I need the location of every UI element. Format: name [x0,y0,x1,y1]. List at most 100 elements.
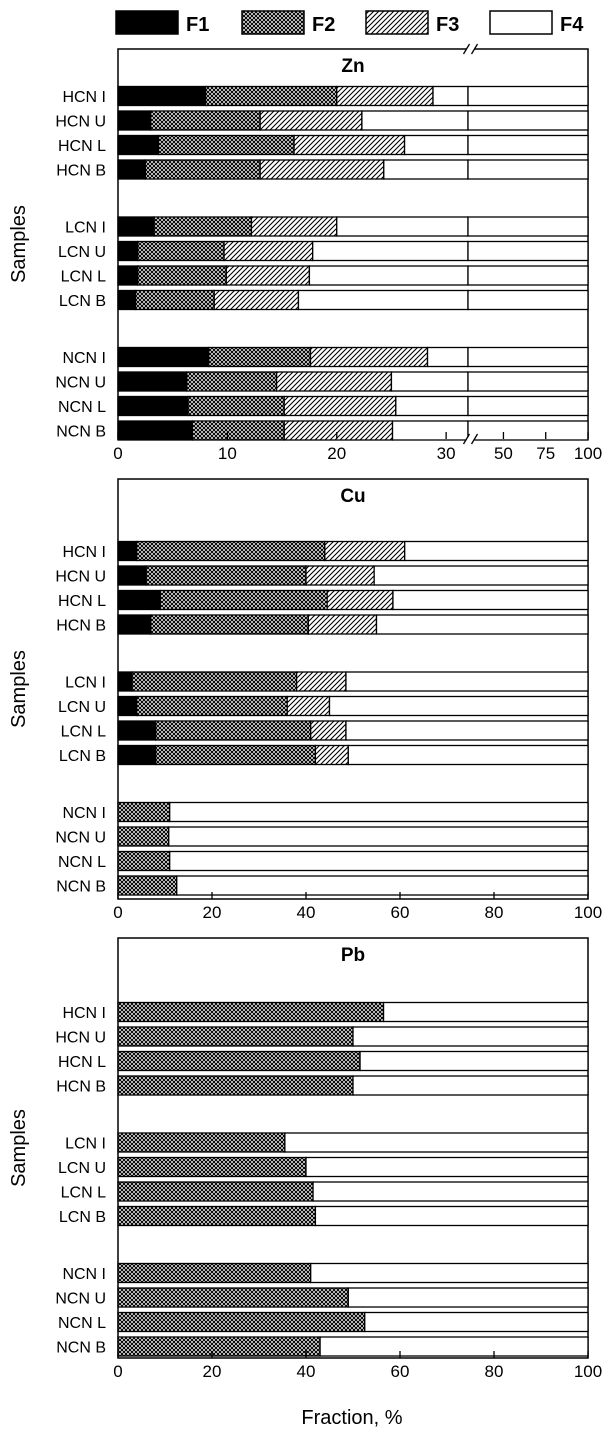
zn-bar-hcn-u-f4 [362,111,468,130]
zn-category-label: HCN U [55,114,106,131]
pb-category-label: LCN U [58,1160,106,1177]
cu-category-label: HCN I [62,544,106,561]
cu-x-tick-label: 0 [113,903,122,922]
pb-bar-lcn-l-f4 [313,1182,588,1201]
zn-category-label: HCN L [58,138,106,155]
pb-category-label: NCN U [55,1291,106,1308]
cu-bar-hcn-b-f4 [377,615,589,634]
zn-bar-ncn-i-f1 [118,348,209,367]
pb-x-tick-label: 100 [574,1362,602,1381]
cu-bar-hcn-l-f4 [393,591,588,610]
zn-panel-title: Zn [341,56,364,77]
cu-bar-hcn-i-f3 [325,542,405,561]
pb-category-label: LCN I [65,1136,106,1153]
cu-bar-hcn-u-f3 [306,566,374,585]
pb-x-tick-label: 40 [297,1362,316,1381]
zn-bar-ncn-b-f2 [192,421,284,440]
cu-x-tick-label: 100 [574,903,602,922]
cu-category-label: HCN L [58,593,106,610]
cu-bar-lcn-i-f2 [132,672,297,691]
zn-x-tick-label: 100 [574,444,602,463]
legend-item-f1: F1 [116,11,209,36]
zn-x-tick-label: 50 [494,444,513,463]
cu-category-label: LCN I [65,675,106,692]
cu-bar-hcn-l-f1 [118,591,160,610]
zn-bar-hcn-i-f4 [468,87,588,106]
zn-bar-lcn-u-f1 [118,242,138,261]
pb-bar-lcn-i-f2 [118,1133,285,1152]
cu-bar-hcn-b-f3 [308,615,376,634]
cu-bar-lcn-b-f1 [118,746,156,765]
zn-bar-hcn-b-f4 [384,160,468,179]
cu-bar-lcn-l-f4 [346,721,588,740]
cu-bar-lcn-u-f1 [118,697,137,716]
pb-bar-ncn-i-f2 [118,1264,311,1283]
panel-cu: CuSamplesHCN IHCN UHCN LHCN BLCN ILCN UL… [8,479,602,922]
zn-bar-ncn-b-f1 [118,421,192,440]
cu-x-tick-label: 80 [485,903,504,922]
cu-bar-lcn-b-f3 [315,746,348,765]
pb-panel-title: Pb [341,945,365,966]
cu-x-tick-label: 60 [391,903,410,922]
x-axis-label: Fraction, % [301,1407,402,1429]
zn-category-label: HCN B [56,163,106,180]
zn-bar-ncn-b-f3 [284,421,392,440]
cu-bar-hcn-b-f1 [118,615,151,634]
panel-zn: Zn Samples HCN I HCN U HCN L HCN B LCN I LCN U L… [8,44,602,463]
cu-bar-hcn-u-f1 [118,566,146,585]
zn-bar-lcn-u-f2 [138,242,224,261]
pb-bar-hcn-l-f4 [360,1052,588,1071]
cu-bar-ncn-u-f2 [118,827,169,846]
zn-bar-ncn-l-f1 [118,397,188,416]
zn-bar-hcn-b-f1 [118,160,145,179]
pb-bar-hcn-i-f2 [118,1003,384,1022]
zn-bar-hcn-i-f4 [433,87,468,106]
cu-bar-ncn-i-f4 [170,803,588,822]
legend-label-f2: F2 [312,14,335,36]
pb-category-label: NCN I [62,1266,106,1283]
pb-bar-lcn-b-f4 [315,1207,588,1226]
zn-bar-hcn-u-f2 [151,111,260,130]
zn-bar-hcn-l-f2 [158,136,294,155]
zn-bar-lcn-i-f4 [337,217,468,236]
zn-bar-ncn-i-f4 [428,348,468,367]
zn-x-tick-label: 0 [113,444,122,463]
zn-category-label: NCN L [58,399,106,416]
zn-bar-ncn-l-f3 [284,397,396,416]
pb-x-tick-label: 20 [203,1362,222,1381]
zn-bar-lcn-l-f4 [309,266,468,285]
pb-x-tick-label: 60 [391,1362,410,1381]
pb-bar-ncn-u-f4 [348,1288,588,1307]
zn-bar-hcn-b-f2 [145,160,260,179]
zn-bar-lcn-u-f3 [224,242,313,261]
pb-bar-lcn-u-f2 [118,1158,306,1177]
cu-category-label: LCN B [59,748,106,765]
zn-bar-hcn-i-f3 [337,87,433,106]
cu-bar-hcn-u-f4 [374,566,588,585]
pb-y-axis-label: Samples [8,1109,30,1187]
cu-bar-lcn-l-f2 [156,721,311,740]
cu-bar-lcn-l-f1 [118,721,156,740]
pb-bar-lcn-b-f2 [118,1207,315,1226]
zn-category-label: NCN U [55,375,106,392]
cu-bar-hcn-i-f2 [137,542,325,561]
zn-bar-hcn-l-f1 [118,136,158,155]
legend-swatch-f3 [366,11,428,34]
zn-bar-lcn-i-f4 [468,217,588,236]
cu-bar-hcn-u-f2 [146,566,306,585]
pb-category-label: NCN B [56,1340,106,1357]
pb-bar-hcn-i-f4 [384,1003,588,1022]
zn-bar-lcn-i-f2 [154,217,251,236]
pb-bar-ncn-l-f4 [365,1313,588,1332]
zn-bar-hcn-i-f2 [206,87,337,106]
zn-bar-ncn-l-f2 [188,397,284,416]
zn-bar-ncn-u-f3 [277,372,392,391]
pb-x-tick-label: 80 [485,1362,504,1381]
cu-category-label: LCN L [61,724,106,741]
cu-bar-hcn-l-f2 [160,591,327,610]
zn-bar-lcn-b-f4 [468,291,588,310]
zn-category-label: LCN L [61,269,106,286]
cu-bar-lcn-l-f3 [311,721,346,740]
pb-x-tick-label: 0 [113,1362,122,1381]
cu-bar-ncn-b-f2 [118,876,177,895]
